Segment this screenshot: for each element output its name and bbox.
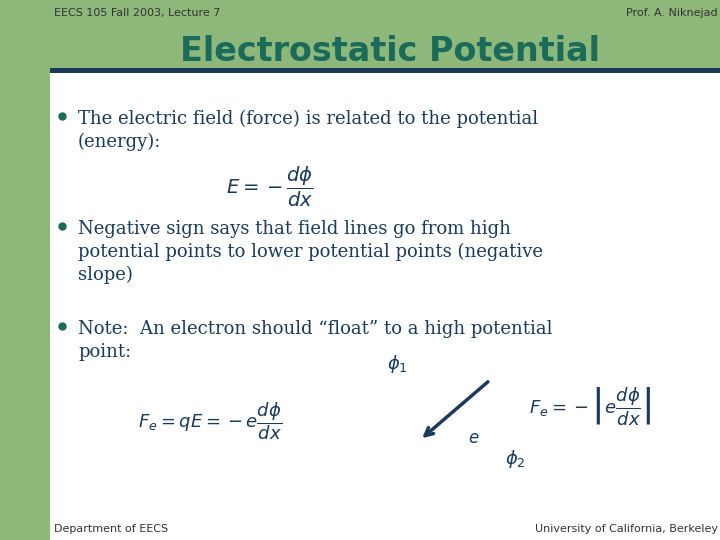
Text: $e$: $e$ [468,430,480,447]
Text: $\phi_2$: $\phi_2$ [505,448,526,470]
Text: $E = -\dfrac{d\phi}{dx}$: $E = -\dfrac{d\phi}{dx}$ [226,165,314,209]
Bar [50,0,720,68]
Bar [0,0,50,540]
Text: EECS 105 Fall 2003, Lecture 7: EECS 105 Fall 2003, Lecture 7 [54,8,220,18]
Bar [50,68,720,73]
Text: Department of EECS: Department of EECS [54,524,168,534]
Text: Note:  An electron should “float” to a high potential
point:: Note: An electron should “float” to a hi… [78,320,552,361]
Text: University of California, Berkeley: University of California, Berkeley [535,524,718,534]
Text: Negative sign says that field lines go from high
potential points to lower poten: Negative sign says that field lines go f… [78,220,543,285]
Text: $F_e = qE = -e\dfrac{d\phi}{dx}$: $F_e = qE = -e\dfrac{d\phi}{dx}$ [138,400,282,442]
Text: Prof. A. Niknejad: Prof. A. Niknejad [626,8,718,18]
Text: Electrostatic Potential: Electrostatic Potential [180,35,600,68]
Text: The electric field (force) is related to the potential
(energy):: The electric field (force) is related to… [78,110,538,152]
Text: $\phi_1$: $\phi_1$ [387,353,408,375]
Text: $F_e = -\left|e\dfrac{d\phi}{dx}\right|$: $F_e = -\left|e\dfrac{d\phi}{dx}\right|$ [529,385,651,427]
